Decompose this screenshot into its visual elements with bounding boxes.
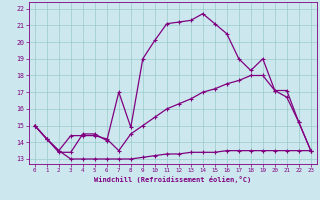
X-axis label: Windchill (Refroidissement éolien,°C): Windchill (Refroidissement éolien,°C) bbox=[94, 176, 252, 183]
